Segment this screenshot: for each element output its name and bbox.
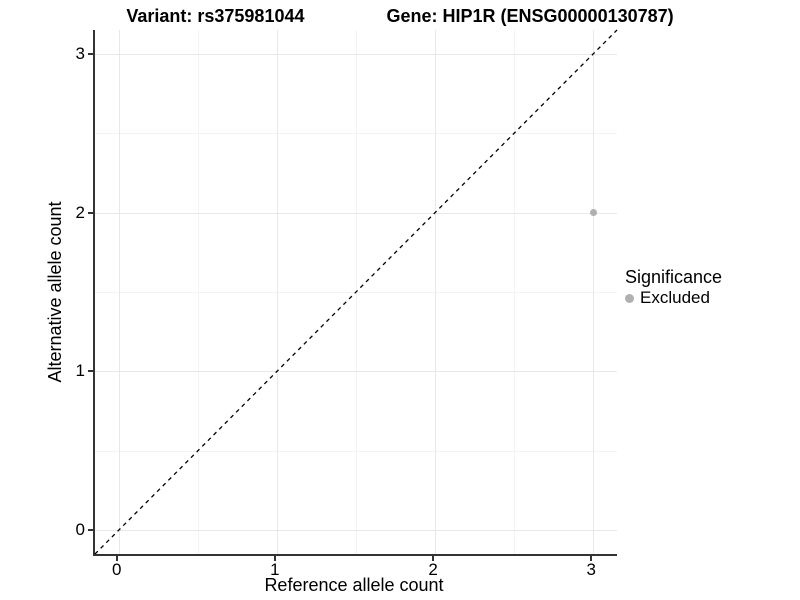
x-axis-title: Reference allele count <box>264 575 444 595</box>
variant-title: Variant: rs375981044 <box>126 6 305 26</box>
y-axis-tick <box>88 211 93 214</box>
x-axis-tick <box>273 556 276 561</box>
gene-title: Gene: HIP1R (ENSG00000130787) <box>386 6 674 26</box>
x-tick-label: 1 <box>270 560 280 579</box>
identity-dashed-line <box>94 29 618 555</box>
y-tick-label: 2 <box>75 202 85 222</box>
y-axis-tick <box>88 52 93 55</box>
data-point <box>589 209 597 217</box>
y-tick-label: 3 <box>75 43 85 63</box>
x-tick-label: 2 <box>428 560 438 579</box>
legend-title: Significance <box>625 267 723 287</box>
legend-item-label: Excluded <box>640 288 710 307</box>
legend-item-excluded: Excluded <box>625 288 722 308</box>
y-tick-label: 0 <box>75 520 85 540</box>
excluded-marker-icon <box>625 293 634 303</box>
legend: Significance Excluded <box>625 266 722 308</box>
y-tick-label: 1 <box>75 361 85 381</box>
plot-panel <box>93 29 618 556</box>
x-axis-tick <box>590 556 593 561</box>
plot-title: Variant: rs375981044 Gene: HIP1R (ENSG00… <box>0 5 800 27</box>
y-axis-title: Alternative allele count <box>45 201 65 383</box>
x-axis-tick <box>115 556 118 561</box>
y-axis-tick <box>88 529 93 532</box>
x-axis-tick <box>432 556 435 561</box>
x-tick-label: 3 <box>586 560 596 579</box>
y-axis-tick <box>88 370 93 373</box>
x-tick-label: 0 <box>111 560 122 579</box>
